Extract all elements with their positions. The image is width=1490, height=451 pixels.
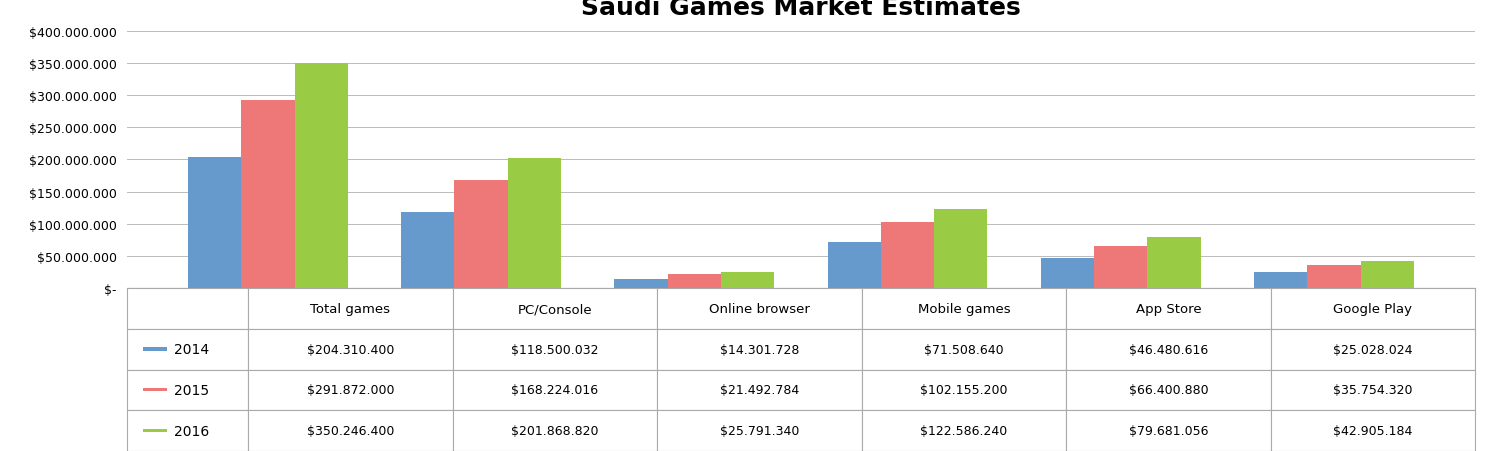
Text: $122.586.240: $122.586.240 <box>921 424 1007 437</box>
Bar <box>861 289 1065 329</box>
Bar <box>657 329 861 370</box>
Text: $35.754.320: $35.754.320 <box>1334 384 1413 396</box>
Text: PC/Console: PC/Console <box>517 303 592 315</box>
Bar <box>934 210 988 289</box>
Text: $14.301.728: $14.301.728 <box>720 343 799 356</box>
Bar <box>1360 261 1414 289</box>
Bar <box>247 370 453 410</box>
Bar <box>721 272 775 289</box>
Title: Saudi Games Market Estimates: Saudi Games Market Estimates <box>581 0 1021 20</box>
Text: $118.500.032: $118.500.032 <box>511 343 599 356</box>
Bar <box>247 329 453 370</box>
Bar <box>668 275 721 289</box>
Bar <box>247 289 453 329</box>
Text: $25.028.024: $25.028.024 <box>1334 343 1413 356</box>
Bar <box>861 329 1065 370</box>
Text: $102.155.200: $102.155.200 <box>919 384 1007 396</box>
Bar <box>1271 370 1475 410</box>
Bar <box>1271 410 1475 451</box>
Text: $71.508.640: $71.508.640 <box>924 343 1004 356</box>
Bar <box>295 64 347 289</box>
Bar <box>1307 266 1360 289</box>
Bar <box>453 289 657 329</box>
Text: $204.310.400: $204.310.400 <box>307 343 393 356</box>
Bar <box>454 180 508 289</box>
Bar <box>1065 289 1271 329</box>
Text: $350.246.400: $350.246.400 <box>307 424 393 437</box>
Text: $42.905.184: $42.905.184 <box>1334 424 1413 437</box>
Bar <box>453 370 657 410</box>
Bar <box>1255 272 1307 289</box>
Bar <box>453 329 657 370</box>
Bar <box>1065 329 1271 370</box>
Text: $66.400.880: $66.400.880 <box>1128 384 1208 396</box>
Bar <box>1271 329 1475 370</box>
Bar <box>401 212 454 289</box>
Bar <box>127 370 247 410</box>
Text: 2016: 2016 <box>174 424 209 437</box>
Bar <box>881 223 934 289</box>
Bar <box>657 410 861 451</box>
Bar <box>1271 289 1475 329</box>
Text: $291.872.000: $291.872.000 <box>307 384 393 396</box>
Bar <box>508 159 562 289</box>
Bar <box>241 101 295 289</box>
Text: App Store: App Store <box>1135 303 1201 315</box>
Bar <box>1040 259 1094 289</box>
Text: $168.224.016: $168.224.016 <box>511 384 599 396</box>
Bar <box>614 280 668 289</box>
Text: $21.492.784: $21.492.784 <box>720 384 799 396</box>
Bar <box>247 410 453 451</box>
Bar <box>127 289 247 329</box>
Bar <box>1065 410 1271 451</box>
Text: $201.868.820: $201.868.820 <box>511 424 599 437</box>
Bar <box>657 289 861 329</box>
Bar <box>1065 370 1271 410</box>
Bar <box>861 370 1065 410</box>
Bar <box>657 370 861 410</box>
Bar <box>143 388 167 391</box>
Text: Google Play: Google Play <box>1334 303 1413 315</box>
Text: Online browser: Online browser <box>709 303 809 315</box>
Text: $46.480.616: $46.480.616 <box>1129 343 1208 356</box>
Bar <box>861 410 1065 451</box>
Bar <box>127 329 247 370</box>
Text: 2015: 2015 <box>174 383 209 397</box>
Text: Mobile games: Mobile games <box>918 303 1010 315</box>
Bar <box>1094 246 1147 289</box>
Bar <box>453 410 657 451</box>
Text: Total games: Total games <box>310 303 390 315</box>
Bar <box>143 429 167 432</box>
Bar <box>827 243 881 289</box>
Text: $25.791.340: $25.791.340 <box>720 424 799 437</box>
Bar <box>1147 237 1201 289</box>
Text: $79.681.056: $79.681.056 <box>1128 424 1208 437</box>
Bar <box>143 348 167 351</box>
Text: 2014: 2014 <box>174 343 209 356</box>
Bar <box>127 410 247 451</box>
Bar <box>188 157 241 289</box>
